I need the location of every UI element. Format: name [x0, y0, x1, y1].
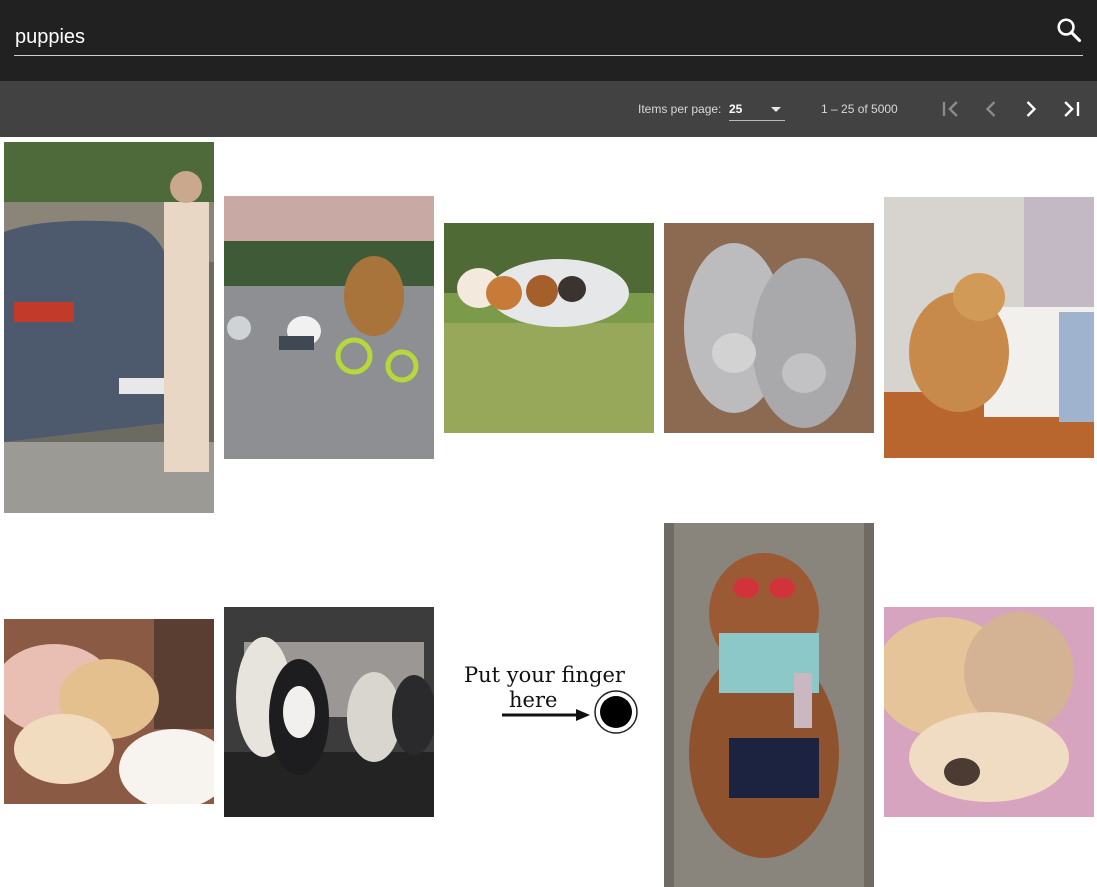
paginator: Items per page: 25 1 – 25 of 5000: [0, 81, 1097, 137]
finger-text-line1: Put your finger: [464, 663, 626, 687]
gif-thumbnail-husky-puppies[interactable]: [224, 607, 434, 817]
items-per-page-label: Items per page:: [638, 102, 722, 116]
search-icon[interactable]: [1055, 16, 1083, 44]
gif-thumbnail-woman-car[interactable]: [4, 142, 214, 513]
gif-thumbnail-poodle-sunglasses[interactable]: [664, 523, 874, 887]
search-field: [14, 14, 1083, 56]
gif-thumbnail-puppies-basket[interactable]: [444, 223, 654, 433]
gif-thumbnail-dog-bike[interactable]: [224, 196, 434, 459]
last-page-icon[interactable]: [1057, 95, 1085, 123]
finger-text-line2: here: [509, 688, 557, 712]
next-page-icon[interactable]: [1017, 95, 1045, 123]
gif-thumbnail-sleeping-golden[interactable]: [884, 607, 1094, 817]
gif-thumbnail-finger-here[interactable]: Put your finger here: [444, 660, 654, 765]
items-per-page-select[interactable]: 25: [729, 96, 785, 121]
range-label: 1 – 25 of 5000: [821, 102, 898, 116]
gif-thumbnail-grey-puppies[interactable]: [664, 223, 874, 433]
first-page-icon[interactable]: [937, 95, 965, 123]
gif-thumbnail-sleeping-puppies[interactable]: [4, 619, 214, 804]
items-per-page-value: 25: [729, 102, 743, 116]
search-input[interactable]: [15, 24, 1015, 50]
gif-thumbnail-golden-retriever[interactable]: [884, 197, 1094, 458]
chevron-down-icon: [771, 107, 781, 112]
search-toolbar: [0, 0, 1097, 81]
previous-page-icon[interactable]: [977, 95, 1005, 123]
